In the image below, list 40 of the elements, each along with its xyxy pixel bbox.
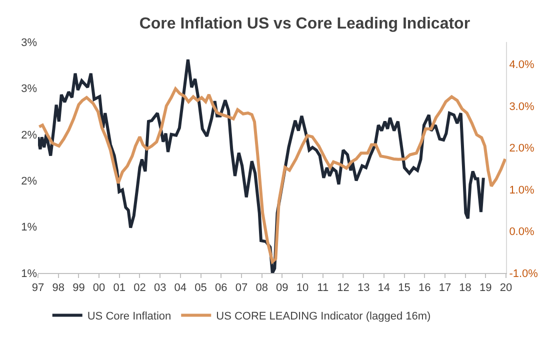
x-tick-label: 12 — [337, 282, 350, 294]
y-tick-label: 2% — [21, 129, 38, 142]
x-tick-label: 11 — [317, 282, 329, 294]
x-tick-label: 00 — [92, 282, 106, 294]
x-tick-label: 15 — [398, 282, 410, 294]
x-tick-label: 07 — [235, 282, 248, 294]
line-series — [38, 87, 506, 264]
x-tick-label: 06 — [215, 282, 228, 294]
x-tick-label: 02 — [134, 282, 146, 294]
x-tick-label: 08 — [256, 282, 268, 294]
x-tick-label: 99 — [72, 282, 85, 294]
y-tick-label: 3% — [21, 36, 38, 49]
x-tick-label: 97 — [32, 282, 44, 294]
x-tick-label: 10 — [296, 282, 309, 294]
y2-tick-label: 0.0% — [509, 226, 534, 238]
y-tick-label: 1% — [21, 268, 38, 280]
y2-tick-label: 3.0% — [509, 100, 534, 113]
y-tick-label: 3% — [21, 83, 38, 96]
x-tick-label: 20 — [500, 282, 512, 294]
y2-tick-label: 4.0% — [509, 58, 534, 71]
y-tick-label: 2% — [21, 175, 38, 188]
x-tick-label: 14 — [378, 282, 390, 294]
legend-label: US Core Inflation — [87, 310, 172, 323]
y2-tick-label: -1.0% — [509, 268, 538, 280]
x-tick-label: 18 — [459, 282, 472, 294]
x-tick-label: 09 — [276, 282, 288, 294]
y2-tick-label: 1.0% — [509, 184, 534, 196]
y2-tick-label: 2.0% — [509, 142, 534, 155]
x-tick-label: 98 — [52, 282, 64, 294]
legend-label: US CORE LEADING Indicator (lagged 16m) — [216, 310, 431, 323]
chart-title: Core Inflation US vs Core Leading Indicator — [139, 15, 470, 32]
x-tick-label: 19 — [480, 282, 492, 294]
x-tick-label: 16 — [418, 282, 431, 294]
y-tick-label: 1% — [21, 222, 38, 234]
x-tick-label: 17 — [438, 282, 452, 294]
x-tick-label: 01 — [113, 282, 126, 294]
x-tick-label: 05 — [194, 282, 207, 294]
x-tick-label: 13 — [357, 282, 370, 294]
x-tick-label: 04 — [174, 282, 187, 294]
x-tick-label: 03 — [154, 282, 166, 294]
